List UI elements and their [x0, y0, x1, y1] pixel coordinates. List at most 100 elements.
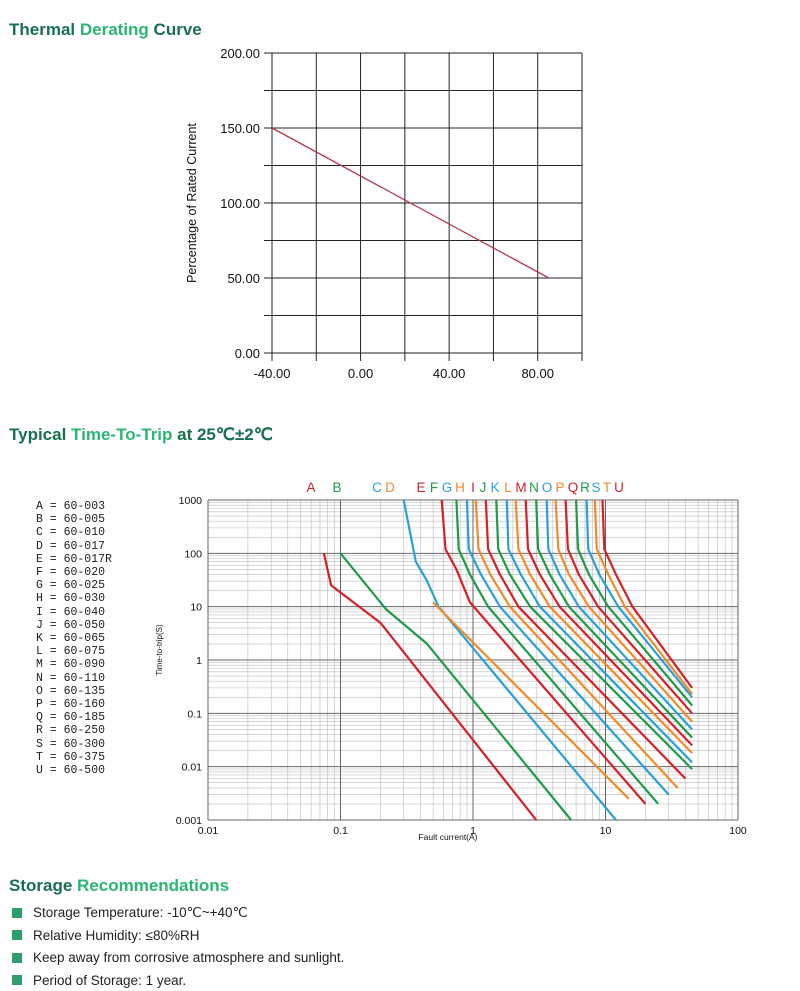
trip-curve-h: [474, 499, 679, 789]
y-tick-label: 50.00: [227, 271, 260, 286]
legend-entry: K = 60-065: [36, 632, 106, 646]
legend-entry: L = 60-075: [36, 645, 106, 659]
y-axis-label: Percentage of Rated Current: [185, 123, 199, 283]
y-tick-label: 10: [190, 602, 202, 614]
y-tick-label: 1: [196, 655, 202, 667]
legend-entry: T = 60-375: [36, 750, 106, 764]
legend-entry: Q = 60-185: [36, 711, 106, 725]
y-tick-label: 0.00: [235, 346, 260, 361]
curve-legend-letter: T: [603, 480, 611, 495]
curve-legend-letter: R: [580, 480, 590, 495]
legend-entry: G = 60-025: [36, 579, 106, 593]
storage-item-text: Period of Storage: 1 year.: [33, 972, 187, 988]
y-tick-label: 0.01: [182, 762, 203, 774]
y-tick-label: 150.00: [220, 121, 260, 136]
legend-entry: U = 60-500: [36, 764, 106, 778]
square-bullet-icon: [12, 952, 22, 963]
trip-curve-a: [322, 553, 538, 821]
trip-curve-n: [535, 499, 693, 739]
trip-curve-q: [564, 499, 693, 715]
storage-item: Storage Temperature: -10℃~+40℃: [12, 902, 344, 924]
curve-legend-letter: I: [471, 480, 475, 495]
x-tick-label: 100: [729, 825, 747, 837]
part-number-legend: A = 60-003 B = 60-005 C = 60-010 D = 60-017…: [36, 500, 112, 777]
x-axis-label: Fault current(A): [418, 832, 477, 842]
y-tick-label: 100: [184, 548, 202, 560]
trip-curve-k: [505, 499, 693, 764]
y-tick-label: 0.1: [187, 708, 202, 720]
x-tick-label: -40.00: [254, 366, 291, 381]
x-tick-label: 40.00: [433, 366, 466, 381]
curve-legend-letter: F: [430, 480, 438, 495]
legend-entry: J = 60-050: [36, 618, 106, 632]
heading-word: Time-To-Trip: [71, 425, 178, 444]
heading-word: Recommendations: [77, 876, 230, 895]
trip-curve-b: [339, 552, 572, 821]
heading-word: Storage: [9, 876, 78, 895]
derating-line: [271, 127, 550, 279]
curve-legend-letter: L: [504, 480, 512, 495]
curve-legend-letter: B: [332, 480, 341, 495]
curve-legend-letter: M: [515, 480, 526, 495]
thermal-derating-heading: Thermal Derating Curve: [9, 20, 202, 40]
legend-entry: P = 60-160: [36, 698, 106, 712]
storage-item: Period of Storage: 1 year.: [12, 969, 344, 991]
trip-curve-f: [455, 499, 660, 805]
curve-legend-letter: H: [455, 480, 465, 495]
curve-legend-letter: C: [372, 480, 382, 495]
trip-curve-m: [524, 499, 693, 747]
trip-curve-e: [440, 499, 647, 805]
x-tick-label: 0.1: [333, 825, 348, 837]
square-bullet-icon: [12, 908, 22, 919]
time-to-trip-heading: Typical Time-To-Trip at 25℃±2℃: [9, 425, 273, 445]
legend-entry: R = 60-250: [36, 724, 106, 738]
legend-entry: D = 60-017: [36, 539, 106, 553]
storage-item: Keep away from corrosive atmosphere and …: [12, 947, 344, 969]
curve-legend-letter: D: [385, 480, 395, 495]
legend-entry: M = 60-090: [36, 658, 106, 672]
x-tick-label: 80.00: [521, 366, 554, 381]
legend-entry: A = 60-003: [36, 500, 106, 513]
heading-word: Curve: [153, 20, 202, 39]
heading-word: at 25℃±2℃: [177, 425, 273, 444]
trip-curve-l: [514, 499, 693, 754]
storage-heading: Storage Recommendations: [9, 876, 229, 896]
legend-entry: C = 60-010: [36, 526, 106, 540]
trip-curve-g: [465, 499, 670, 796]
curve-legend-letter: S: [591, 480, 600, 495]
legend-entry: S = 60-300: [36, 737, 106, 751]
legend-entry: N = 60-110: [36, 671, 106, 685]
legend-entry: E = 60-017R: [36, 552, 112, 566]
curve-legend-letter: K: [490, 480, 499, 495]
storage-item-text: Keep away from corrosive atmosphere and …: [33, 950, 345, 966]
trip-curve-s: [585, 499, 693, 698]
curve-legend-letter: U: [614, 480, 624, 495]
trip-curve-c: [402, 499, 617, 821]
curve-legend-letter: P: [555, 480, 564, 495]
x-tick-label: 0.01: [198, 825, 219, 837]
curve-legend-letter: O: [542, 480, 553, 495]
y-tick-label: 0.001: [176, 815, 202, 827]
trip-curve-i: [484, 499, 687, 780]
curve-legend-letter: J: [480, 480, 487, 495]
square-bullet-icon: [12, 930, 22, 941]
trip-curve-t: [593, 499, 693, 695]
legend-entry: O = 60-135: [36, 684, 106, 698]
storage-list: Storage Temperature: -10℃~+40℃ Relative H…: [12, 902, 344, 991]
trip-curve-p: [554, 499, 693, 723]
x-tick-label: 0.00: [348, 366, 373, 381]
trip-curve-u: [601, 499, 693, 689]
curve-legend-letter: E: [416, 480, 425, 495]
heading-word: Typical: [9, 425, 72, 444]
curve-legend-letter: G: [442, 480, 453, 495]
square-bullet-icon: [12, 975, 22, 986]
trip-curve-d: [432, 601, 630, 800]
storage-item-text: Relative Humidity: ≤80%RH: [33, 927, 200, 943]
y-axis-label: Time-to-trip(S): [155, 624, 164, 676]
trip-curve-o: [545, 499, 693, 731]
trip-curve-j: [495, 499, 693, 770]
curve-legend-letter: A: [306, 480, 315, 495]
thermal-derating-chart: 0.00 50.00 100.00 150.00 200.00 -40.00 0.00 40.…: [185, 46, 583, 381]
y-tick-label: 100.00: [220, 196, 260, 211]
